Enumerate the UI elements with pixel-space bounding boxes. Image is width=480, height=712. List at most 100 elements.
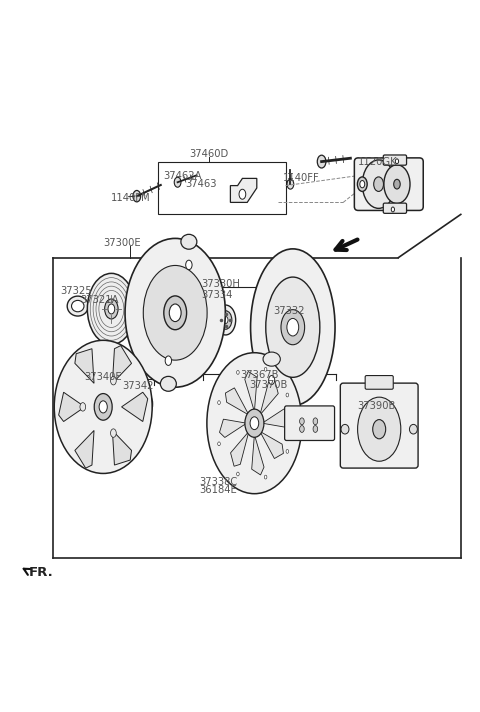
Ellipse shape <box>263 352 280 366</box>
Ellipse shape <box>72 300 84 312</box>
Ellipse shape <box>54 340 152 473</box>
Ellipse shape <box>237 370 239 375</box>
Ellipse shape <box>207 352 302 493</box>
Polygon shape <box>260 380 278 415</box>
Ellipse shape <box>358 177 367 192</box>
FancyBboxPatch shape <box>285 406 335 441</box>
Ellipse shape <box>409 424 418 434</box>
Ellipse shape <box>139 397 149 411</box>
Ellipse shape <box>142 401 146 407</box>
Ellipse shape <box>266 277 320 377</box>
Ellipse shape <box>360 181 365 188</box>
Text: 37330H: 37330H <box>202 279 240 289</box>
Ellipse shape <box>264 475 267 479</box>
Polygon shape <box>121 392 148 422</box>
Ellipse shape <box>269 375 275 384</box>
Text: 1120GK: 1120GK <box>358 157 397 167</box>
Ellipse shape <box>362 160 395 209</box>
Ellipse shape <box>358 397 401 461</box>
Text: FR.: FR. <box>29 567 54 580</box>
FancyBboxPatch shape <box>365 375 393 389</box>
Ellipse shape <box>67 296 88 316</box>
Ellipse shape <box>216 305 236 335</box>
Bar <box>158 162 286 214</box>
Ellipse shape <box>251 249 335 406</box>
Text: 37390B: 37390B <box>358 402 396 412</box>
Ellipse shape <box>286 393 288 397</box>
Polygon shape <box>230 431 249 466</box>
Text: 37462A: 37462A <box>163 170 202 181</box>
Ellipse shape <box>169 304 181 322</box>
Text: 1140FM: 1140FM <box>110 193 150 203</box>
Ellipse shape <box>245 409 264 437</box>
Ellipse shape <box>239 189 246 199</box>
Ellipse shape <box>287 179 294 189</box>
Ellipse shape <box>164 296 187 330</box>
Ellipse shape <box>110 429 116 437</box>
Ellipse shape <box>286 449 288 454</box>
Ellipse shape <box>313 426 318 432</box>
Text: 37463: 37463 <box>185 179 216 189</box>
Ellipse shape <box>87 273 135 345</box>
Text: 37342: 37342 <box>122 381 154 391</box>
FancyBboxPatch shape <box>354 158 423 211</box>
Text: 37460D: 37460D <box>189 150 228 159</box>
FancyBboxPatch shape <box>384 155 407 165</box>
Polygon shape <box>112 345 132 383</box>
Text: 37338C: 37338C <box>199 477 238 487</box>
Text: 37300E: 37300E <box>103 239 141 248</box>
Ellipse shape <box>374 177 384 192</box>
Ellipse shape <box>143 266 207 360</box>
Polygon shape <box>75 349 94 383</box>
Ellipse shape <box>219 310 232 329</box>
Text: 37325: 37325 <box>60 286 92 295</box>
Ellipse shape <box>317 155 326 168</box>
Text: 37367B: 37367B <box>240 370 278 380</box>
Ellipse shape <box>135 391 153 417</box>
Polygon shape <box>59 392 85 422</box>
Ellipse shape <box>108 304 115 314</box>
Polygon shape <box>262 409 289 427</box>
Ellipse shape <box>281 310 305 345</box>
Ellipse shape <box>186 260 192 270</box>
Ellipse shape <box>250 417 259 429</box>
Ellipse shape <box>99 401 108 413</box>
Ellipse shape <box>384 164 410 204</box>
Ellipse shape <box>300 418 304 424</box>
Ellipse shape <box>80 403 85 411</box>
Ellipse shape <box>160 377 176 392</box>
Ellipse shape <box>396 159 398 164</box>
Ellipse shape <box>133 191 141 202</box>
Text: 36184E: 36184E <box>200 486 237 496</box>
Text: 37321A: 37321A <box>81 295 119 305</box>
Ellipse shape <box>341 424 349 434</box>
Ellipse shape <box>110 377 116 385</box>
Ellipse shape <box>231 461 239 473</box>
Polygon shape <box>75 431 94 468</box>
FancyBboxPatch shape <box>340 383 418 468</box>
Polygon shape <box>112 431 132 465</box>
Ellipse shape <box>223 316 228 323</box>
Ellipse shape <box>391 207 395 212</box>
Text: 37332: 37332 <box>274 306 305 316</box>
Polygon shape <box>260 431 283 459</box>
FancyBboxPatch shape <box>384 203 407 214</box>
Ellipse shape <box>105 299 118 319</box>
Ellipse shape <box>174 177 181 187</box>
Text: 1140FF: 1140FF <box>283 174 320 184</box>
Polygon shape <box>230 179 257 202</box>
Ellipse shape <box>287 318 299 336</box>
Ellipse shape <box>300 426 304 432</box>
Ellipse shape <box>165 356 171 365</box>
Polygon shape <box>252 435 264 475</box>
Text: 37340E: 37340E <box>84 372 121 382</box>
Ellipse shape <box>218 442 220 446</box>
Polygon shape <box>245 372 257 412</box>
Polygon shape <box>226 388 249 415</box>
Ellipse shape <box>181 234 197 249</box>
Ellipse shape <box>313 418 318 424</box>
Polygon shape <box>219 419 247 437</box>
Text: 37370B: 37370B <box>250 379 288 389</box>
Ellipse shape <box>125 239 226 387</box>
Ellipse shape <box>264 367 267 371</box>
